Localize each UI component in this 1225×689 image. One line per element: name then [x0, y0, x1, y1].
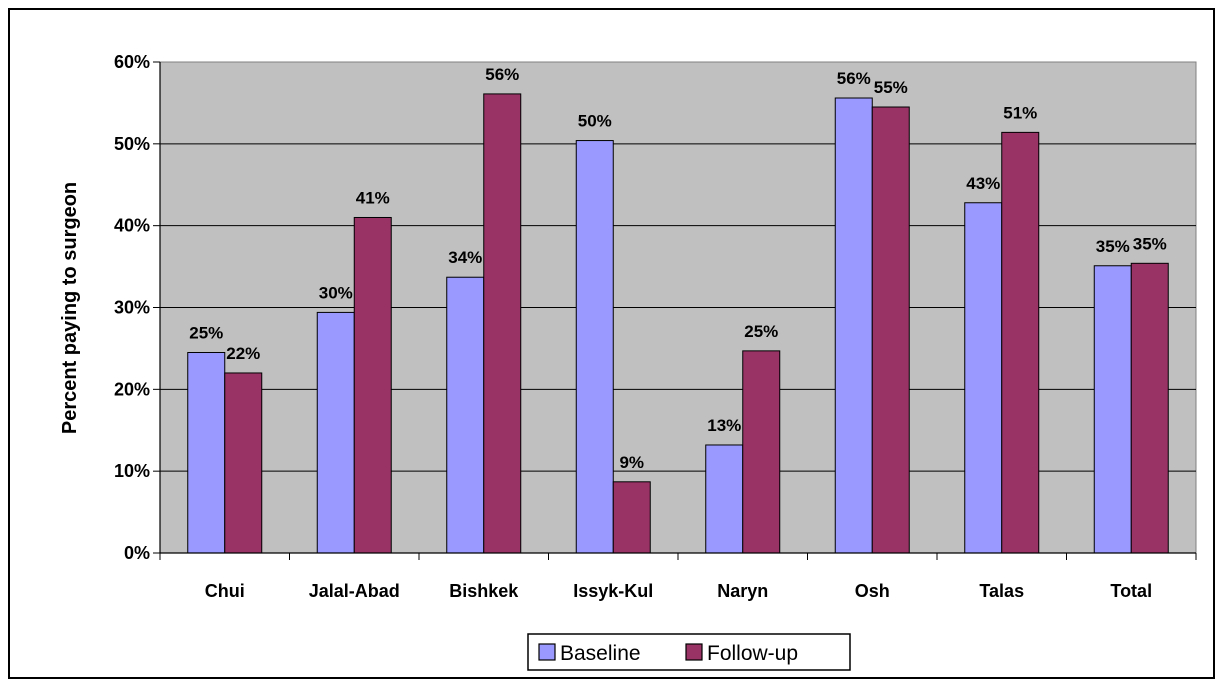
y-tick-label: 10% — [114, 461, 150, 481]
bar — [1093, 265, 1132, 554]
bar — [612, 481, 651, 554]
x-tick-label: Naryn — [717, 581, 768, 601]
bar — [187, 352, 226, 554]
bar — [705, 444, 744, 554]
bar — [483, 93, 522, 554]
data-label: 51% — [1003, 103, 1037, 122]
bar — [742, 350, 781, 554]
data-label: 56% — [837, 69, 871, 88]
legend-label-follow-up: Follow-up — [707, 642, 798, 665]
legend-swatch-follow-up — [685, 643, 703, 661]
y-tick-label: 30% — [114, 298, 150, 318]
x-tick-label: Talas — [979, 581, 1024, 601]
x-tick-label: Osh — [855, 581, 890, 601]
data-label: 35% — [1133, 234, 1167, 253]
x-tick-label: Jalal-Abad — [309, 581, 400, 601]
data-label: 35% — [1096, 237, 1130, 256]
legend: Baseline Follow-up — [527, 633, 851, 671]
x-axis: Chui Jalal-Abad Bishkek Issyk-Kul Naryn Osh Ta… — [159, 552, 1197, 601]
y-tick-label: 20% — [114, 379, 150, 399]
data-label: 30% — [319, 283, 353, 302]
y-axis: 0% 10% 20% 30% 40% 50% 60% — [114, 52, 161, 563]
x-tick-label: Chui — [205, 581, 245, 601]
data-label: 56% — [485, 65, 519, 84]
y-tick-label: 60% — [114, 52, 150, 72]
bar — [964, 202, 1003, 554]
data-label: 22% — [226, 344, 260, 363]
data-label: 55% — [874, 78, 908, 97]
bar — [1001, 131, 1040, 554]
y-tick-label: 50% — [114, 134, 150, 154]
chart-frame: 0% 10% 20% 30% 40% 50% 60% Chui Jalal-Abad Bishk… — [8, 8, 1215, 679]
y-tick-label: 0% — [124, 543, 150, 563]
y-tick-label: 40% — [114, 216, 150, 236]
legend-swatch-baseline — [538, 643, 556, 661]
data-labels: 25%22%30%41%34%56%50%9%13%25%56% 55%43%51… — [189, 65, 1167, 472]
x-tick-label: Issyk-Kul — [573, 581, 653, 601]
bar — [575, 140, 614, 554]
bar — [871, 106, 910, 554]
bar — [316, 311, 355, 554]
data-label: 9% — [619, 453, 644, 472]
x-tick-label: Bishkek — [449, 581, 519, 601]
data-label: 43% — [966, 174, 1000, 193]
bar — [353, 216, 392, 554]
data-label: 25% — [189, 324, 223, 343]
bar — [224, 372, 263, 554]
bar — [834, 97, 873, 554]
y-axis-title: Percent paying to surgeon — [59, 182, 81, 434]
data-label: 13% — [707, 416, 741, 435]
bar-chart: 0% 10% 20% 30% 40% 50% 60% Chui Jalal-Abad Bishk… — [59, 52, 1197, 671]
bar — [446, 276, 485, 554]
data-label: 34% — [448, 248, 482, 267]
x-tick-label: Total — [1110, 581, 1152, 601]
bar — [1130, 262, 1169, 554]
bars — [187, 93, 1169, 554]
data-label: 25% — [744, 322, 778, 341]
data-label: 41% — [356, 188, 390, 207]
legend-label-baseline: Baseline — [560, 642, 641, 665]
data-label: 50% — [578, 112, 612, 131]
